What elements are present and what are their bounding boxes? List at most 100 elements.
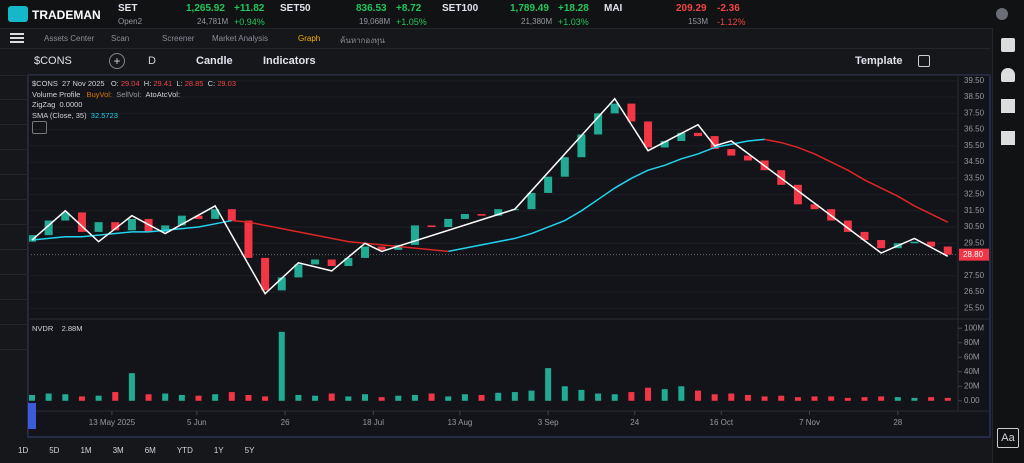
x-tick-label: 3 Sep (538, 418, 559, 427)
volume-bar (62, 394, 69, 401)
alerts-button[interactable] (1001, 68, 1015, 82)
collapse-legend[interactable] (32, 121, 47, 134)
legend-date: 27 Nov 2025 (62, 79, 105, 88)
volume-bar (828, 396, 835, 401)
volume-bar (228, 392, 235, 401)
ticker-volume: 153M (688, 17, 709, 26)
last-price-box (959, 248, 989, 261)
volume-bar (295, 394, 302, 401)
chart-style[interactable]: Candle (196, 55, 233, 67)
volume-bar (29, 394, 35, 401)
nav-item[interactable]: Scan (111, 34, 130, 43)
ticker-name[interactable]: SET50 (280, 3, 311, 14)
range-button[interactable]: 5D (49, 446, 60, 455)
volume-bar (461, 394, 468, 401)
y-tick-label: 20M (964, 381, 980, 390)
range-button[interactable]: 1D (18, 446, 29, 455)
candle-body (227, 209, 236, 221)
tool-pattern[interactable] (0, 150, 28, 175)
x-tick-label: 18 Jul (363, 418, 385, 427)
candle-body (594, 113, 603, 135)
candle-body (427, 225, 436, 228)
indicators-button[interactable]: Indicators (263, 55, 316, 67)
range-button[interactable]: YTD (176, 446, 193, 455)
candle-body (577, 134, 586, 158)
candle-body (161, 225, 170, 232)
tool-line[interactable] (0, 100, 28, 125)
menu-button[interactable] (10, 33, 24, 35)
tool-eye[interactable] (0, 275, 28, 300)
collapse-tab[interactable] (28, 403, 36, 429)
candle-body (294, 264, 303, 278)
ticker-pct: +0.94% (234, 17, 265, 27)
range-button[interactable]: 6M (144, 446, 156, 455)
tool-marker[interactable] (0, 225, 28, 250)
volume-bar (345, 396, 352, 401)
legend: $CONS 27 Nov 2025 O: 29.04 H: 29.41 L: 2… (32, 79, 236, 121)
volume-bar (328, 393, 335, 401)
ticker-name[interactable]: SET100 (442, 3, 479, 14)
font-button[interactable]: Aa (997, 428, 1019, 448)
logo[interactable]: TRADEMAN (32, 8, 101, 22)
ticker-price: 209.29 (676, 3, 707, 14)
range-button[interactable]: 1Y (213, 446, 224, 455)
legend-label: SellVol: (116, 89, 142, 99)
legend-label: BuyVol: (86, 89, 113, 99)
volume-bar (695, 390, 701, 401)
volume-bar (362, 394, 368, 401)
template-button[interactable]: Template (855, 55, 903, 67)
range-button[interactable]: 3M (112, 446, 124, 455)
watchlist-button[interactable] (1001, 38, 1015, 52)
ticker-name[interactable]: SET (118, 3, 138, 14)
symbol-input[interactable]: $CONS (34, 55, 72, 67)
legend-open: 29.04 (120, 79, 140, 88)
legend-label: H: (143, 79, 152, 88)
nav-item[interactable]: Market Analysis (212, 34, 269, 43)
x-tick-label: 16 Oct (710, 418, 734, 427)
candle-body (843, 220, 852, 232)
candle-body (727, 149, 736, 156)
nav-item-active[interactable]: Graph (298, 34, 321, 43)
y-tick-label: 25.50 (964, 303, 985, 312)
x-tick-label: 7 Nov (799, 418, 820, 427)
y-tick-label: 36.50 (964, 125, 985, 134)
volume-bar (95, 395, 102, 401)
tool-fib[interactable] (0, 125, 28, 150)
range-button[interactable]: 5Y (244, 446, 255, 455)
x-tick-label: 26 (281, 418, 290, 427)
avatar[interactable] (996, 8, 1008, 20)
y-tick-label: 38.50 (964, 92, 985, 101)
nav-item[interactable]: Screener (162, 34, 195, 43)
trade-button[interactable] (1001, 99, 1015, 113)
volume-bar (911, 397, 918, 401)
interval[interactable]: D (148, 55, 156, 67)
layout-button[interactable] (918, 55, 930, 67)
ticker-name[interactable]: MAI (604, 3, 623, 14)
volume-legend: NVDR 2.88M (32, 324, 82, 333)
legend-indicator: ZigZag (32, 100, 56, 109)
nav-item[interactable]: Assets Center (44, 34, 95, 43)
tool-brush[interactable] (0, 250, 28, 275)
nav-item[interactable]: ค้นหากองทุน (340, 36, 385, 45)
tool-zoom[interactable] (0, 200, 28, 225)
volume-bar (78, 396, 85, 401)
y-tick-label: 29.50 (964, 238, 985, 247)
orders-button[interactable] (1001, 131, 1015, 145)
candle-body (494, 209, 503, 216)
legend-high: 29.41 (153, 79, 173, 88)
volume-bar (528, 390, 535, 401)
add-symbol[interactable]: + (109, 53, 125, 69)
candle-body (261, 257, 270, 291)
tool-crosshair[interactable] (0, 75, 28, 100)
tool-edit[interactable] (0, 325, 28, 350)
range-button[interactable]: 1M (80, 446, 92, 455)
candle-body (860, 231, 869, 241)
tool-delete[interactable] (0, 300, 28, 325)
y-tick-label: 40M (964, 367, 980, 376)
volume-name: NVDR (32, 324, 54, 333)
volume-bar (395, 395, 402, 401)
volume-bar (744, 394, 751, 401)
tool-text[interactable] (0, 175, 28, 200)
